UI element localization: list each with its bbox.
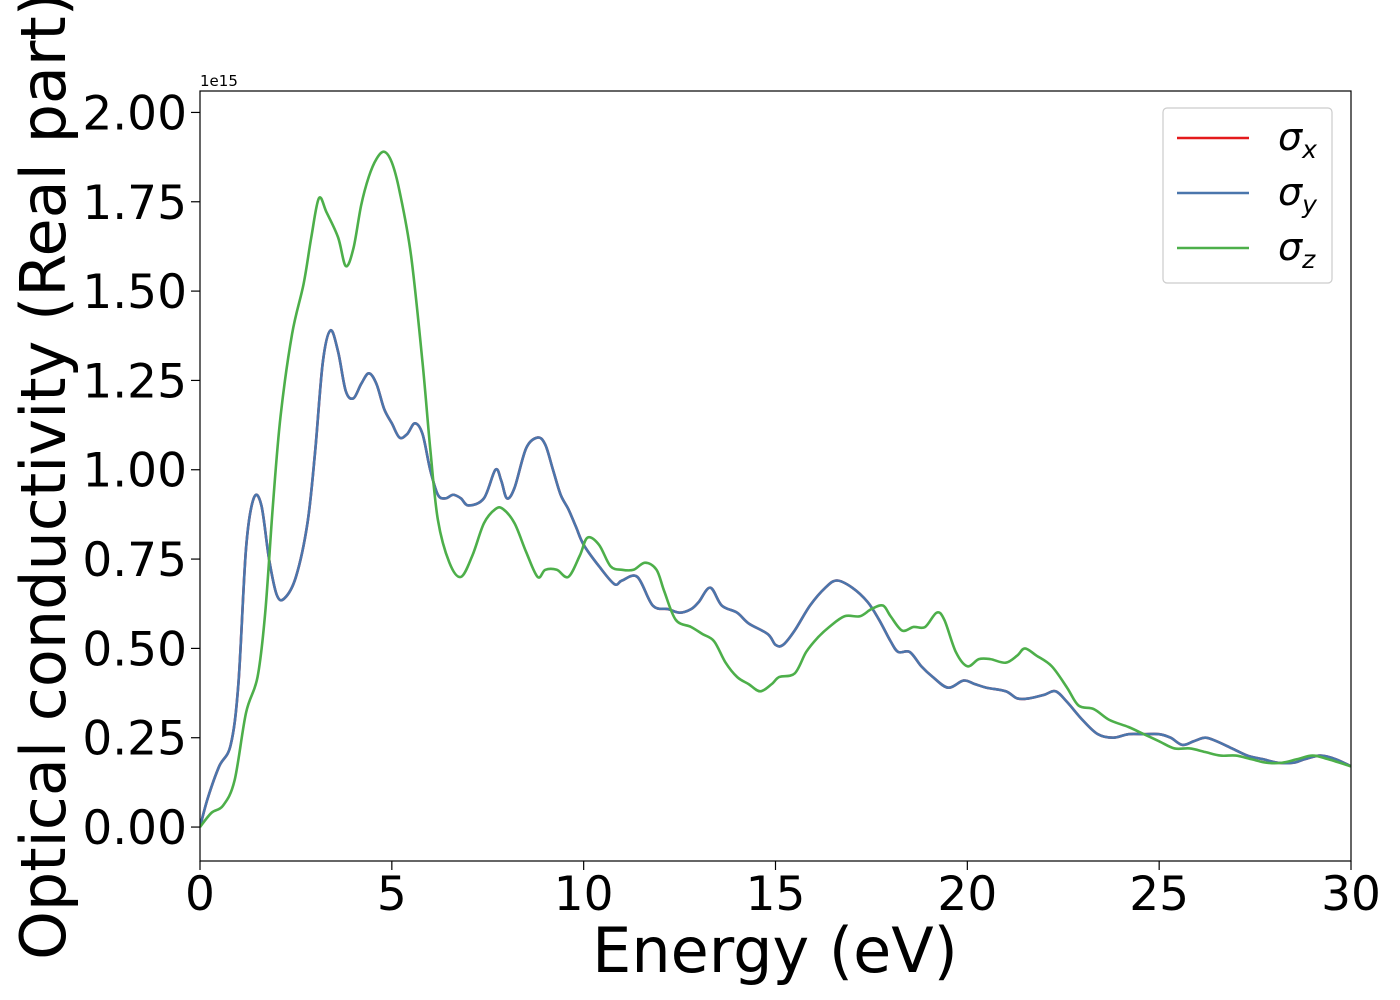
legend-label-x: σx (1278, 115, 1317, 164)
x-tick-label: 25 (1129, 867, 1189, 922)
x-tick-label: 10 (554, 867, 614, 922)
x-tick-label: 20 (937, 867, 997, 922)
y-tick-label: 0.00 (82, 801, 187, 856)
x-tick-label: 15 (746, 867, 806, 922)
series-line-z (200, 150, 1351, 828)
x-axis-title: Energy (eV) (592, 914, 958, 987)
series-line-y (200, 329, 1351, 828)
y-tick-label: 1.00 (82, 444, 187, 499)
y-axis-ticks: 0.00 0.25 0.50 0.75 1.00 1.25 1.50 1.75 2.00 (82, 86, 200, 856)
y-offset-text: 1e15 (200, 72, 238, 90)
legend-label-y: σy (1278, 170, 1318, 219)
y-tick-label: 1.75 (82, 176, 187, 231)
y-tick-label: 1.25 (82, 354, 187, 409)
legend: σx σy σz (1162, 107, 1333, 284)
x-tick-label: 30 (1321, 867, 1381, 922)
legend-box (1162, 107, 1333, 284)
y-tick-label: 0.25 (82, 712, 187, 767)
legend-label-z: σz (1278, 225, 1316, 274)
y-tick-label: 0.50 (82, 622, 187, 677)
y-tick-label: 2.00 (82, 86, 187, 141)
series-line-x (200, 329, 1351, 828)
x-axis-ticks: 0 5 10 15 20 25 30 (185, 861, 1381, 922)
x-tick-label: 0 (185, 867, 215, 922)
y-axis-title: Optical conductivity (Real part) (7, 0, 80, 960)
series-layer (200, 150, 1351, 828)
y-tick-label: 0.75 (82, 533, 187, 588)
y-tick-label: 1.50 (82, 265, 187, 320)
x-tick-label: 5 (377, 867, 407, 922)
